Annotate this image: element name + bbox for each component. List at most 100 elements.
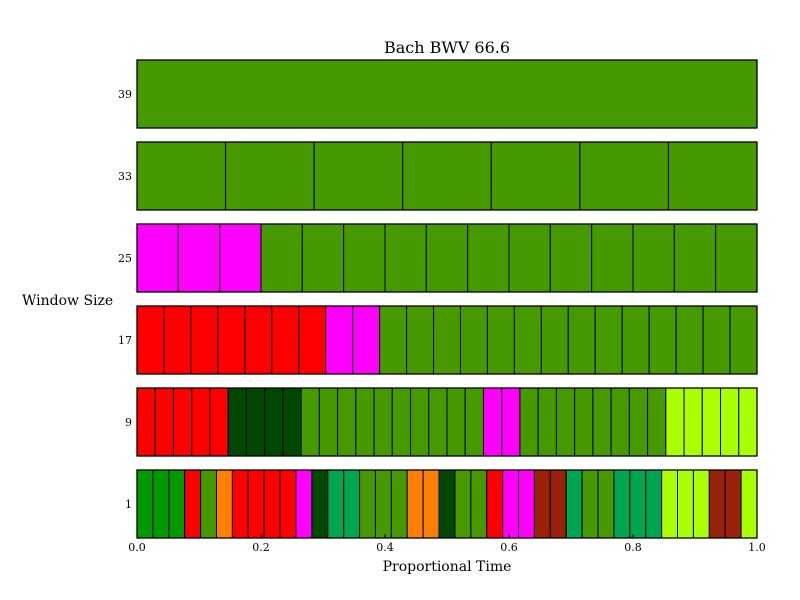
y-tick-label: 9 [125,416,132,429]
segment [163,305,192,375]
x-axis-label: Proportional Time [383,559,512,575]
segment [374,469,392,539]
segment [231,469,249,539]
x-tick-label: 0.2 [252,541,270,554]
row-frame [136,305,758,375]
segment [136,223,179,293]
x-axis: 0.0 0.2 0.4 0.6 0.8 1.0 [128,534,766,554]
segment [217,305,246,375]
segment [263,469,281,539]
segment [390,469,408,539]
segment [692,469,710,539]
segment [343,223,386,293]
segment [406,305,435,375]
segment [402,141,492,211]
segment [501,387,521,457]
x-tick-label: 0.6 [500,541,518,554]
segment [673,223,717,293]
segment [244,305,273,375]
row-window-17: 17 [118,305,758,375]
row-window-1: 1 [125,469,758,539]
segment [467,223,510,293]
segment [325,305,354,375]
segment [359,469,376,539]
segment [298,305,327,375]
segment [454,469,472,539]
segment [282,387,302,457]
segment [219,223,262,293]
segment [565,469,583,539]
segment [701,387,722,457]
segment [555,387,576,457]
segment [702,305,731,375]
segment [490,141,581,211]
segment [391,387,412,457]
segment [247,469,265,539]
segment [667,141,758,211]
segment [459,305,488,375]
segment [592,387,612,457]
segment [724,469,742,539]
segment [136,305,165,375]
segment [177,223,221,293]
segment [486,469,504,539]
segment [227,387,247,457]
segment [433,305,461,375]
row-frame [136,223,758,293]
segment [355,387,375,457]
segment [136,387,156,457]
segment [648,305,677,375]
segment [172,387,193,457]
segment [720,387,740,457]
segment [470,469,488,539]
segment [683,387,703,457]
segment [295,469,313,539]
segment [519,387,539,457]
segment [425,223,469,293]
segment [628,387,649,457]
segment [184,469,202,539]
segment [438,469,456,539]
x-tick-label: 0.0 [128,541,146,554]
segment [154,387,174,457]
segment [311,469,329,539]
segment [152,469,170,539]
segment [645,469,663,539]
segment [264,387,284,457]
segment [190,305,219,375]
segment [136,469,154,539]
segment [136,141,227,211]
segment [406,469,424,539]
row-window-9: 9 [125,387,758,457]
y-tick-label: 33 [118,170,132,183]
segment [708,469,726,539]
segment [540,305,569,375]
segment [373,387,393,457]
y-axis-label: Window Size [22,293,113,309]
segment [318,387,339,457]
segment [581,469,599,539]
x-tick-label: 1.0 [748,541,766,554]
segment [271,305,300,375]
segment [428,387,448,457]
segment [591,223,634,293]
segment [594,305,623,375]
segment [260,223,303,293]
segment [136,59,758,129]
segment [567,305,596,375]
segment [168,469,186,539]
segment [446,387,466,457]
row-window-25: 25 [118,223,758,293]
segment [225,141,315,211]
segment [301,223,345,293]
segment [245,387,266,457]
segment [533,469,551,539]
segment [629,469,647,539]
row-frame [136,469,758,539]
segment [632,223,675,293]
segment [337,387,357,457]
segment [729,305,758,375]
segment [209,387,229,457]
segment [508,223,551,293]
segment [410,387,430,457]
